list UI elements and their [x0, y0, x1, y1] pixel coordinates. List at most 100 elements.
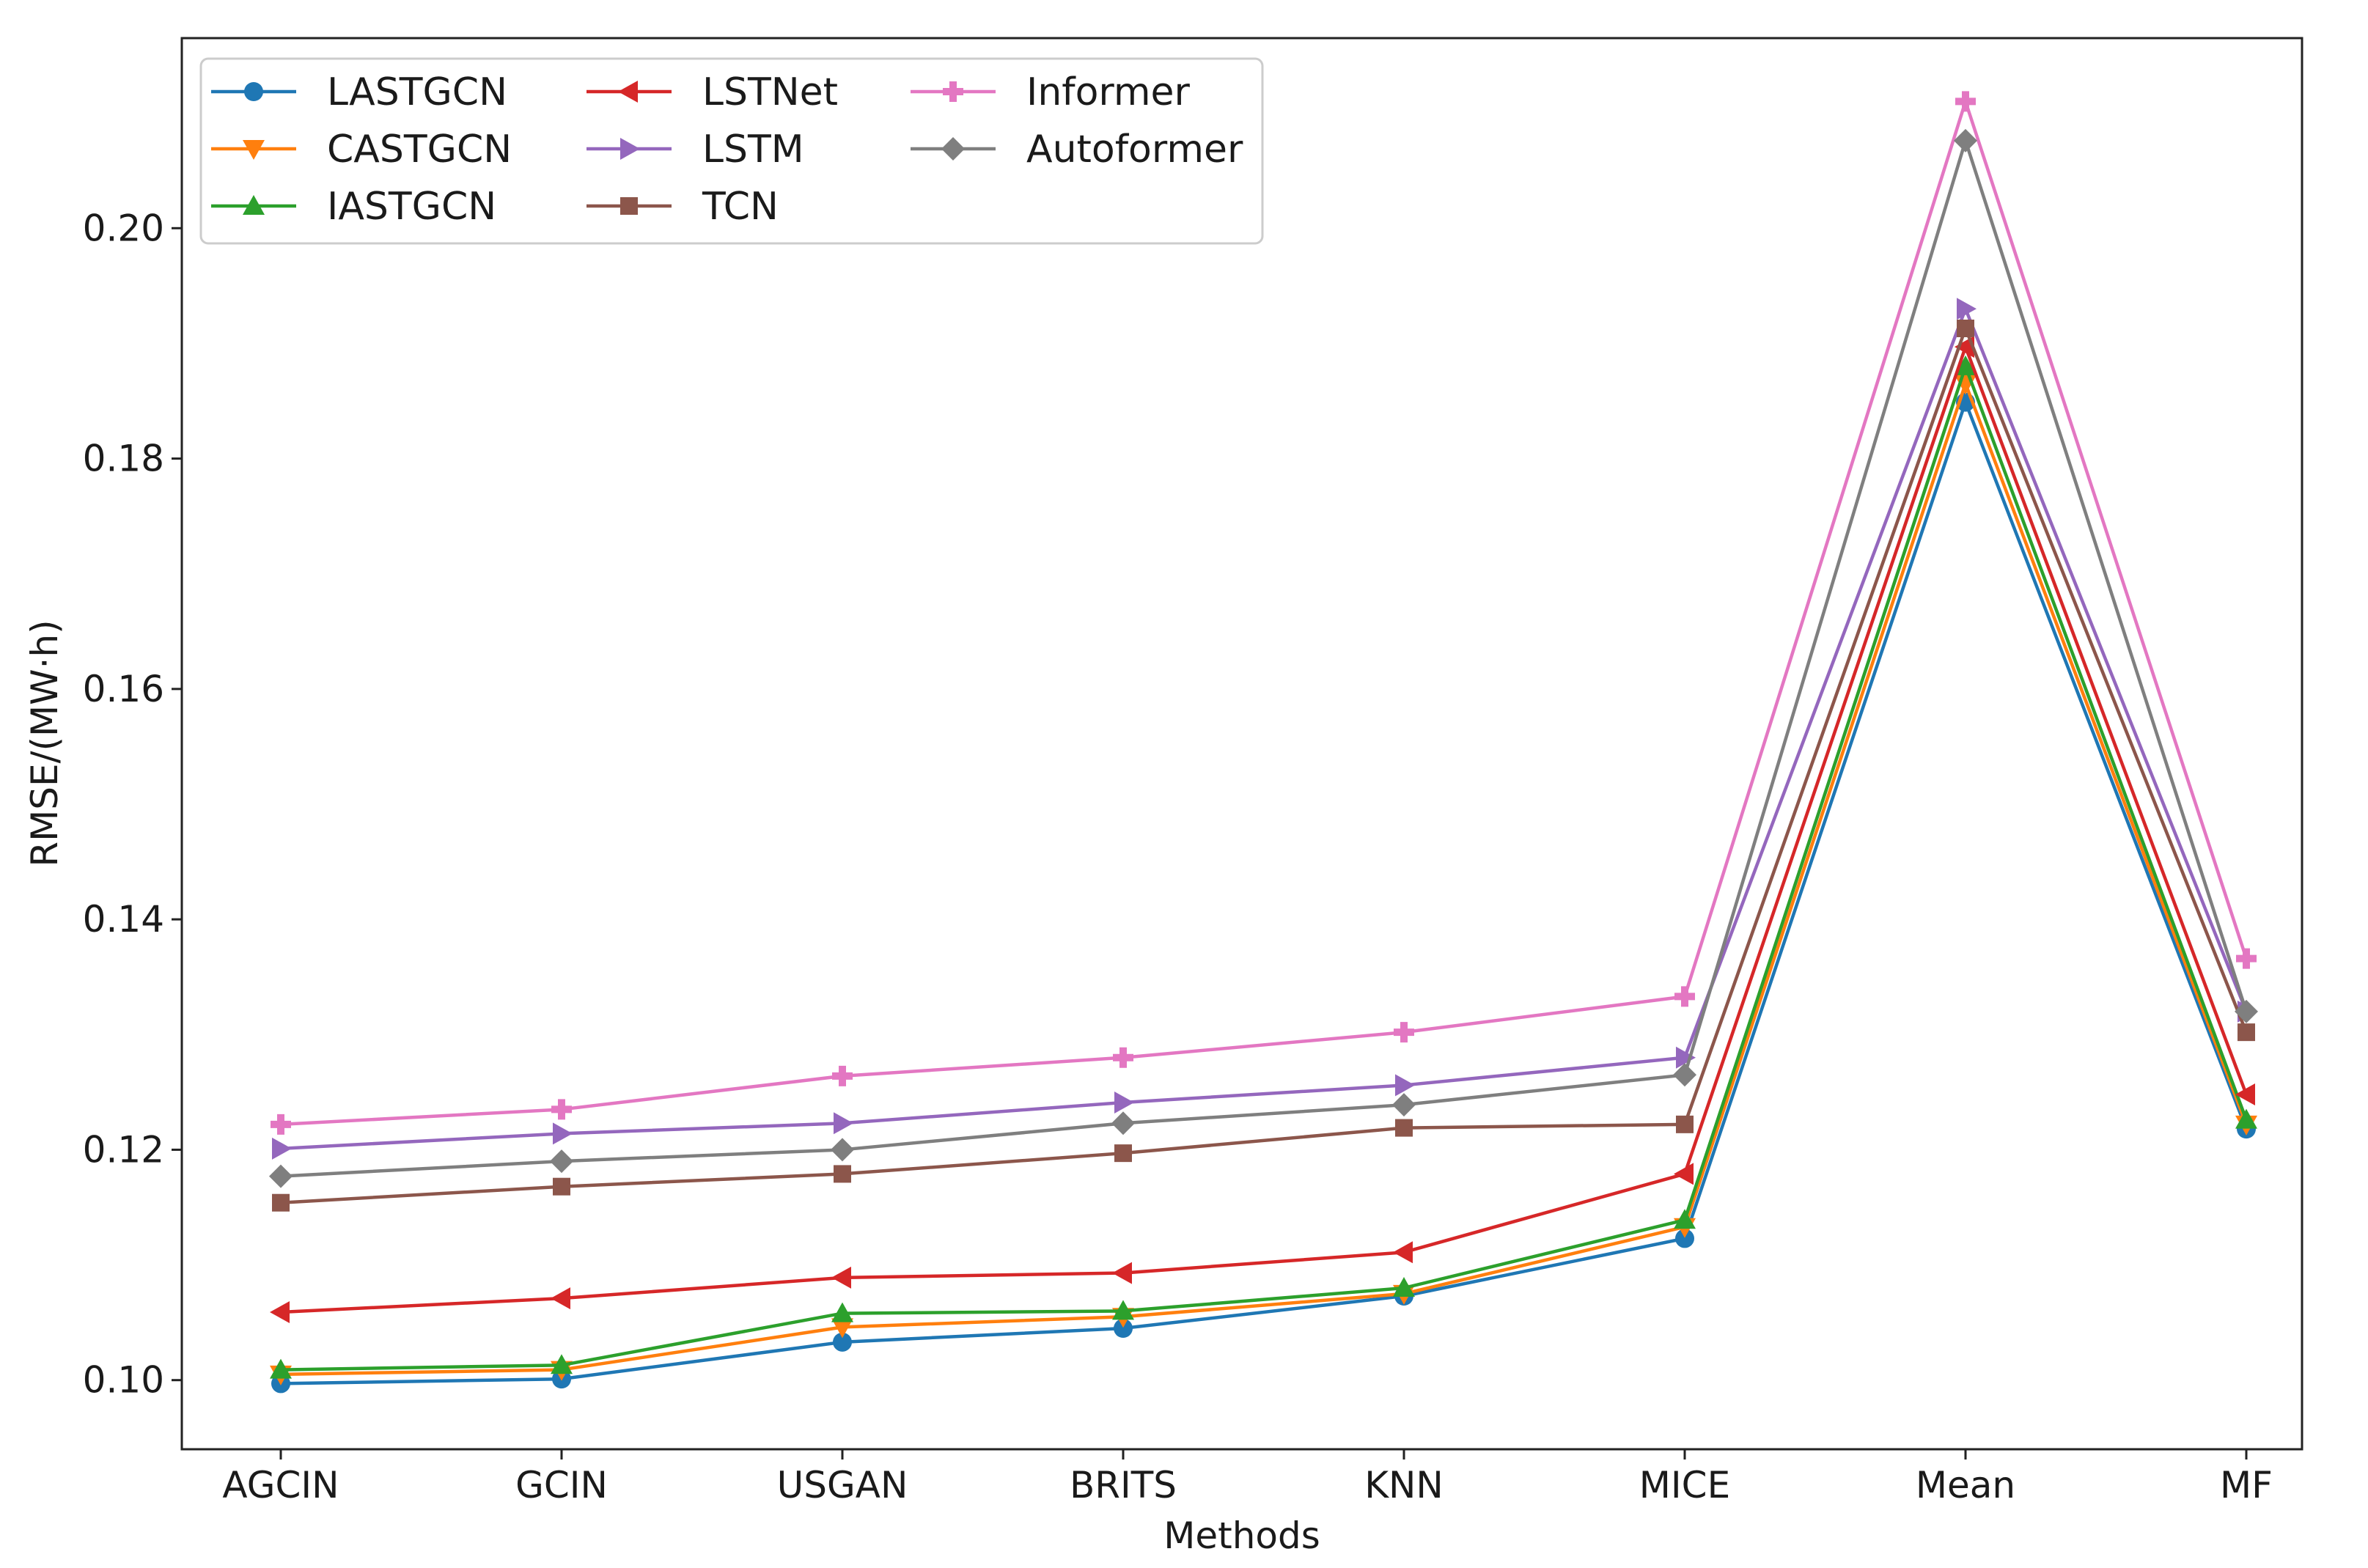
y-tick-label: 0.18 — [83, 438, 164, 480]
data-point — [1957, 320, 1974, 337]
legend-item-autoformer: Autoformer — [911, 128, 1243, 172]
data-point — [269, 1164, 293, 1188]
legend-item-lastgcn: LASTGCN — [211, 70, 507, 114]
x-tick-label: AGCIN — [222, 1464, 339, 1506]
data-point — [1111, 1111, 1135, 1135]
series-autoformer — [269, 128, 2258, 1188]
legend-swatch-marker — [243, 140, 265, 160]
x-tick-label: MICE — [1639, 1464, 1730, 1506]
data-point — [272, 1193, 290, 1212]
data-point — [272, 1137, 292, 1160]
y-axis-title: RMSE/(MW·h) — [23, 619, 66, 866]
y-tick-label: 0.10 — [83, 1359, 164, 1402]
data-point — [1114, 1144, 1132, 1163]
data-point — [831, 1302, 853, 1322]
legend-item-tcn: TCN — [587, 185, 779, 229]
data-point — [551, 1099, 572, 1120]
x-tick-label: Mean — [1916, 1464, 2015, 1506]
legend: LASTGCN CASTGCN IASTGCN LSTNet LSTM TCN Inform… — [199, 57, 1264, 245]
x-axis: AGCIN GCIN USGAN BRITS KNN MICE Mean MF — [222, 1449, 2273, 1506]
data-point — [2238, 1023, 2255, 1042]
series-line — [280, 307, 2249, 1151]
data-point — [834, 1112, 853, 1135]
data-point — [831, 1138, 854, 1162]
data-point — [553, 1177, 570, 1196]
series-line — [280, 139, 2249, 1178]
data-point — [271, 1114, 291, 1135]
x-tick-label: USGAN — [777, 1464, 908, 1506]
series-line — [280, 326, 2249, 1204]
x-tick-label: BRITS — [1070, 1464, 1177, 1506]
data-point — [831, 1318, 853, 1339]
legend-item-castgcn: CASTGCN — [211, 128, 512, 172]
data-point — [1955, 91, 1976, 112]
data-point — [1954, 128, 1977, 152]
legend-label: Informer — [1026, 70, 1191, 114]
data-point — [270, 1301, 290, 1323]
plot-frame — [180, 37, 2303, 1451]
legend-item-lstm: LSTM — [587, 128, 804, 172]
legend-label: LSTM — [702, 128, 804, 172]
data-point — [553, 1122, 573, 1145]
data-point — [1395, 1119, 1413, 1137]
data-point — [2236, 948, 2257, 969]
data-point — [1114, 1319, 1133, 1338]
legend-item-lstnet: LSTNet — [587, 70, 838, 114]
series-lstnet — [270, 336, 2255, 1323]
legend-label: CASTGCN — [327, 128, 512, 172]
data-point — [1674, 1163, 1694, 1185]
data-point — [834, 1165, 851, 1183]
data-point — [2235, 999, 2258, 1023]
legend-box — [199, 57, 1264, 245]
legend-swatch-marker — [243, 195, 265, 215]
data-point — [1674, 986, 1695, 1007]
y-axis: 0.10 0.12 0.14 0.16 0.18 0.20 — [83, 207, 182, 1402]
legend-label: LASTGCN — [327, 70, 507, 114]
legend-swatch-marker — [620, 197, 638, 215]
legend-label: TCN — [702, 185, 779, 229]
data-point — [1114, 1092, 1134, 1114]
y-tick-label: 0.14 — [83, 898, 164, 941]
data-point — [2235, 1083, 2255, 1105]
data-point — [1955, 355, 1977, 375]
series-lstm — [272, 298, 2257, 1160]
data-point — [1395, 1074, 1415, 1097]
legend-swatch-marker — [943, 81, 963, 102]
series-iastgcn — [270, 355, 2257, 1379]
data-point — [1112, 1300, 1134, 1320]
series-layer — [269, 91, 2258, 1394]
data-point — [1112, 1262, 1132, 1284]
data-point — [1673, 1063, 1696, 1087]
data-point — [551, 1287, 570, 1310]
data-point — [831, 1266, 851, 1289]
legend-item-informer: Informer — [911, 70, 1191, 114]
data-point — [1393, 1277, 1415, 1297]
data-point — [1676, 1115, 1694, 1133]
data-point — [1957, 298, 1977, 320]
series-informer — [271, 91, 2257, 1135]
data-point — [1674, 1209, 1696, 1229]
series-tcn — [272, 320, 2255, 1212]
legend-label: IASTGCN — [327, 185, 496, 229]
x-tick-label: MF — [2220, 1464, 2273, 1506]
data-point — [1113, 1047, 1133, 1068]
data-point — [832, 1065, 853, 1086]
data-point — [270, 1358, 292, 1379]
series-line — [280, 100, 2249, 1127]
series-line — [280, 400, 2249, 1385]
data-point — [1394, 1022, 1414, 1043]
x-tick-label: KNN — [1364, 1464, 1444, 1506]
legend-swatch-marker — [941, 137, 965, 161]
legend-item-iastgcn: IASTGCN — [211, 185, 496, 229]
data-point — [1393, 1241, 1413, 1264]
legend-swatch-marker — [244, 82, 263, 101]
legend-label: LSTNet — [702, 70, 838, 114]
series-line — [280, 382, 2249, 1377]
y-tick-label: 0.16 — [83, 668, 164, 710]
data-point — [551, 1354, 573, 1374]
data-point — [1392, 1093, 1416, 1117]
series-line — [280, 364, 2249, 1372]
y-tick-label: 0.20 — [83, 207, 164, 249]
data-point — [2235, 1108, 2257, 1129]
